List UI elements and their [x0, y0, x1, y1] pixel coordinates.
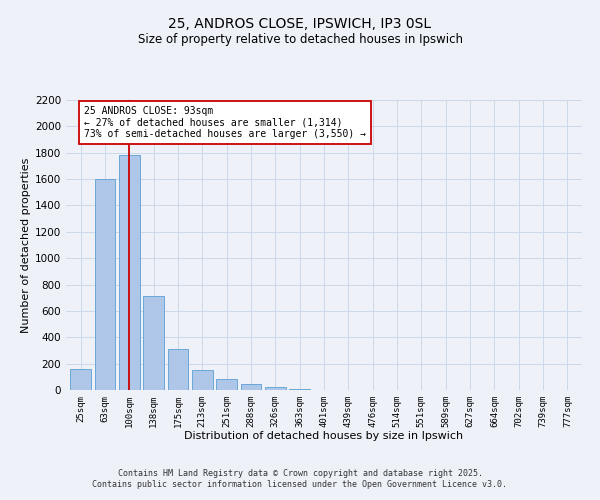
Text: Size of property relative to detached houses in Ipswich: Size of property relative to detached ho… — [137, 32, 463, 46]
Bar — [265, 386, 286, 390]
Bar — [70, 369, 91, 390]
Bar — [289, 388, 310, 390]
Text: Contains public sector information licensed under the Open Government Licence v3: Contains public sector information licen… — [92, 480, 508, 489]
Text: Contains HM Land Registry data © Crown copyright and database right 2025.: Contains HM Land Registry data © Crown c… — [118, 468, 482, 477]
Bar — [95, 179, 115, 390]
Text: 25, ANDROS CLOSE, IPSWICH, IP3 0SL: 25, ANDROS CLOSE, IPSWICH, IP3 0SL — [169, 18, 431, 32]
Bar — [119, 156, 140, 390]
Bar — [192, 370, 212, 390]
Bar — [167, 349, 188, 390]
Bar — [241, 384, 262, 390]
Y-axis label: Number of detached properties: Number of detached properties — [21, 158, 31, 332]
X-axis label: Distribution of detached houses by size in Ipswich: Distribution of detached houses by size … — [184, 432, 464, 442]
Text: 25 ANDROS CLOSE: 93sqm
← 27% of detached houses are smaller (1,314)
73% of semi-: 25 ANDROS CLOSE: 93sqm ← 27% of detached… — [84, 106, 366, 139]
Bar — [216, 380, 237, 390]
Bar — [143, 296, 164, 390]
